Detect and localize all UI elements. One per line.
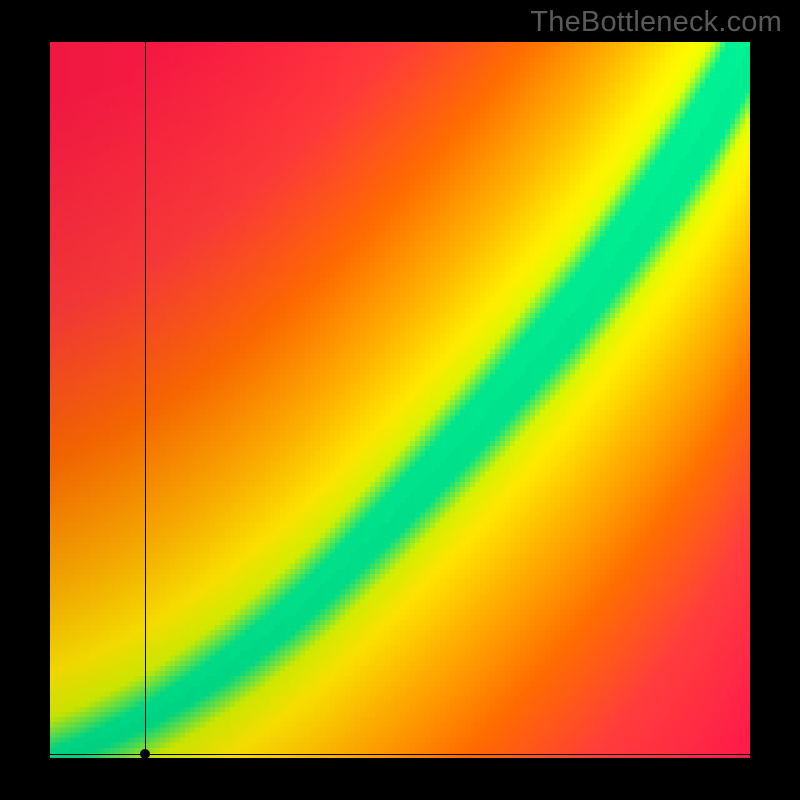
crosshair-marker-dot bbox=[140, 749, 150, 759]
crosshair-horizontal-line bbox=[50, 754, 750, 755]
crosshair-vertical-line bbox=[145, 42, 146, 758]
heatmap-plot-area bbox=[50, 42, 750, 758]
watermark-text: TheBottleneck.com bbox=[530, 6, 782, 39]
bottleneck-heatmap bbox=[50, 42, 750, 758]
